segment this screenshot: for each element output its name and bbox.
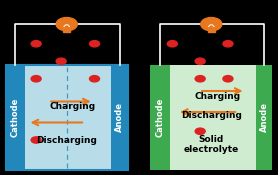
Text: Solid
electrolyte: Solid electrolyte bbox=[184, 135, 239, 154]
Text: Charging: Charging bbox=[194, 92, 240, 101]
FancyBboxPatch shape bbox=[150, 65, 272, 170]
Text: Discharging: Discharging bbox=[36, 136, 97, 145]
Circle shape bbox=[167, 41, 177, 47]
Circle shape bbox=[56, 18, 77, 31]
Circle shape bbox=[195, 128, 205, 134]
FancyBboxPatch shape bbox=[170, 65, 256, 170]
Circle shape bbox=[223, 76, 233, 82]
Circle shape bbox=[201, 18, 222, 31]
Text: Discharging: Discharging bbox=[181, 111, 242, 120]
FancyBboxPatch shape bbox=[6, 65, 25, 170]
FancyBboxPatch shape bbox=[111, 65, 128, 170]
Circle shape bbox=[31, 76, 41, 82]
Text: Cathode: Cathode bbox=[11, 98, 20, 137]
Text: Anode: Anode bbox=[260, 102, 269, 132]
Circle shape bbox=[195, 58, 205, 64]
Circle shape bbox=[31, 137, 41, 143]
Circle shape bbox=[223, 41, 233, 47]
FancyBboxPatch shape bbox=[6, 65, 128, 170]
Text: Cathode: Cathode bbox=[155, 98, 164, 137]
Bar bbox=[208, 24, 215, 32]
Circle shape bbox=[56, 58, 66, 64]
Bar bbox=[63, 24, 70, 32]
Text: Charging: Charging bbox=[50, 102, 96, 111]
Circle shape bbox=[195, 76, 205, 82]
Circle shape bbox=[31, 41, 41, 47]
Text: Anode: Anode bbox=[115, 102, 124, 132]
Circle shape bbox=[90, 41, 100, 47]
Circle shape bbox=[90, 76, 100, 82]
